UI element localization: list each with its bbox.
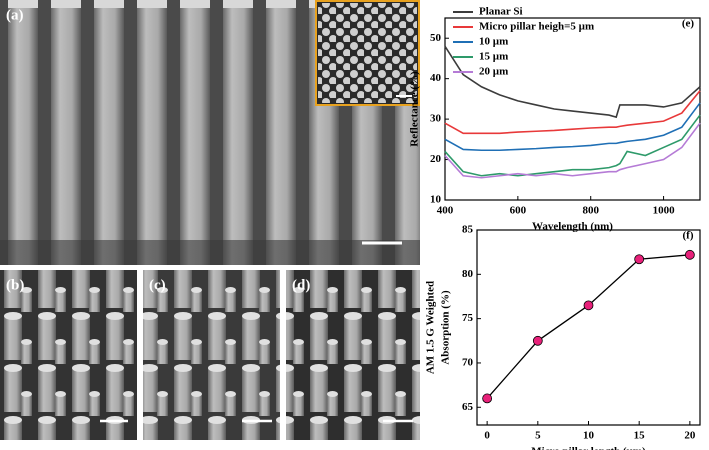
y-axis-label: AM 1.5 G Weighted [425,281,437,374]
y-tick-label: 85 [462,224,474,236]
x-tick-label: 10 [583,430,595,442]
plot-frame [444,17,701,201]
x-tick-label: 20 [684,430,696,442]
y-axis-label: Reflectance (%) [409,71,421,147]
sem-base [0,240,420,265]
y-tick-label: 40 [430,72,442,84]
y-tick-label: 65 [462,401,474,413]
data-point [482,393,493,404]
x-axis-label: Wavelength (nm) [532,221,613,233]
y-tick-label: 20 [430,153,442,165]
y-tick-label: 75 [462,312,474,324]
x-tick-label: 1000 [653,205,676,217]
sem-image-a: (a) [0,0,420,265]
x-tick-label: 800 [582,205,599,217]
panel-label: (c) [149,277,166,293]
x-tick-label: 600 [510,205,527,217]
legend-label: 10 µm [479,36,508,48]
y-tick-label: 70 [462,356,474,368]
y-tick-label: 80 [462,268,474,280]
y-tick-label: 30 [430,113,442,125]
legend-label: Micro pillar heigh=5 µm [479,21,594,33]
inset-dots [318,3,417,103]
y-axis-label: Absorption (%) [440,290,452,365]
x-tick-label: 15 [634,430,646,442]
sem-pillars [286,270,420,440]
series-line [444,102,701,152]
sem-image-d: (d) [286,270,420,440]
data-point [583,300,594,311]
panel-label: (d) [292,277,310,293]
x-tick-label: 400 [437,205,454,217]
legend-label: 20 µm [479,66,508,78]
chart: 10 20 30 40 50 400 600 800 1000 Wavelength (nm) Re… [409,6,701,233]
plot-frame [476,229,701,426]
x-axis-label: Micro pillar length (µm) [531,446,646,450]
data-point [532,335,543,346]
x-tick-label: 0 [484,430,490,442]
data-point [684,249,695,260]
series-line [444,45,701,119]
chart: 65 70 75 80 85 0 5 10 15 20 Micro pillar length (µ… [425,224,701,450]
sem-image-c: (c) [143,270,280,440]
panel-label: (b) [6,277,24,293]
legend-label: 15 µm [479,51,508,63]
series-line [444,122,701,179]
panel-label: (f) [683,230,694,242]
panel-label: (a) [6,7,24,23]
x-tick-label: 5 [535,430,541,442]
data-point [634,254,645,265]
legend-label: Planar Si [479,6,523,18]
series-line [486,254,690,399]
y-tick-label: 10 [430,194,442,206]
panel-label: (e) [682,18,695,30]
sem-pillars [0,270,137,440]
series-line [444,90,701,135]
y-tick-label: 50 [430,32,442,44]
sem-image-b: (b) [0,270,137,440]
sem-pillars [143,270,280,440]
series-line [444,114,701,177]
